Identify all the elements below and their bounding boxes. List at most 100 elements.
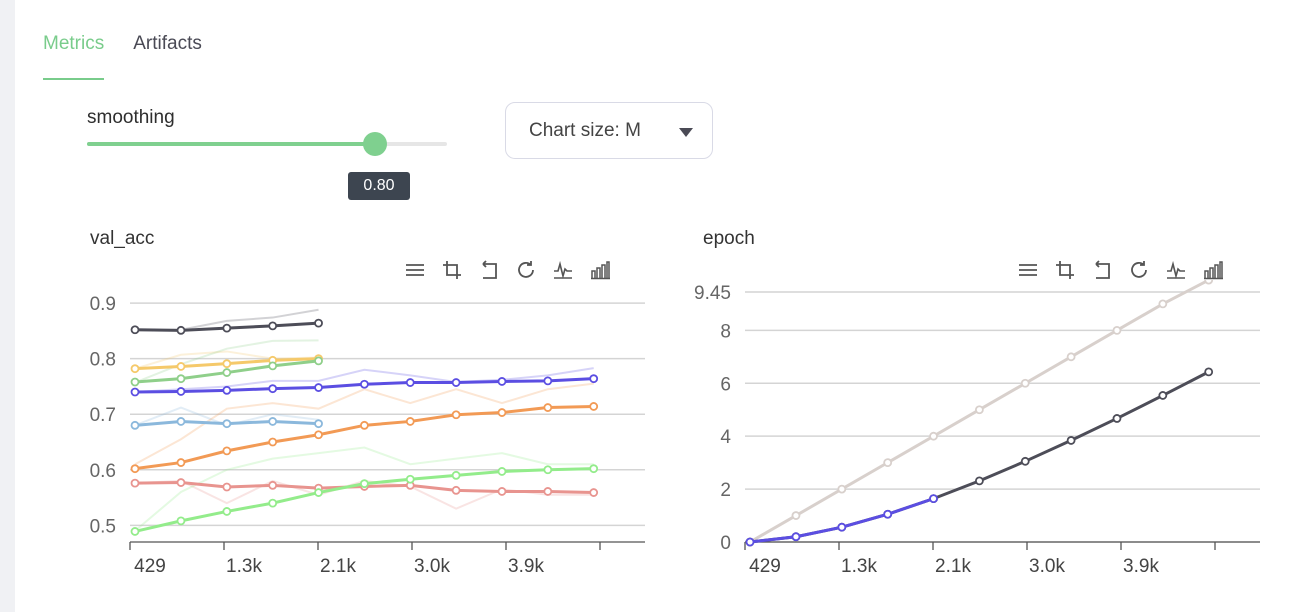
data-point[interactable] xyxy=(497,467,507,476)
refresh-icon[interactable] xyxy=(514,258,538,282)
data-point[interactable] xyxy=(130,377,140,387)
data-point[interactable] xyxy=(974,476,984,486)
data-point[interactable] xyxy=(314,488,323,497)
data-point[interactable] xyxy=(497,408,507,417)
undo-icon[interactable] xyxy=(1090,258,1114,282)
data-point[interactable] xyxy=(929,431,938,441)
data-point[interactable] xyxy=(929,494,938,504)
data-point[interactable] xyxy=(130,420,140,430)
data-point[interactable] xyxy=(1112,414,1122,423)
data-point[interactable] xyxy=(1066,436,1076,445)
data-point[interactable] xyxy=(314,430,323,440)
series-line[interactable] xyxy=(749,370,1210,544)
data-point[interactable] xyxy=(314,419,323,429)
data-point[interactable] xyxy=(176,417,186,426)
data-point[interactable] xyxy=(314,318,323,328)
data-point[interactable] xyxy=(130,464,140,474)
data-point[interactable] xyxy=(1066,352,1076,362)
series-line[interactable] xyxy=(134,467,594,533)
data-point[interactable] xyxy=(268,321,278,331)
data-point[interactable] xyxy=(268,384,278,394)
data-point[interactable] xyxy=(222,385,232,395)
undo-icon[interactable] xyxy=(477,258,501,282)
data-point[interactable] xyxy=(1020,456,1030,466)
refresh-icon[interactable] xyxy=(1127,258,1151,282)
data-point[interactable] xyxy=(359,479,369,489)
data-point[interactable] xyxy=(314,356,323,366)
data-point[interactable] xyxy=(497,377,507,386)
data-point[interactable] xyxy=(1158,299,1168,309)
bar-chart-icon[interactable] xyxy=(1201,258,1225,282)
data-point[interactable] xyxy=(359,420,369,430)
data-point[interactable] xyxy=(176,478,186,487)
chart-size-select[interactable]: Chart size: M xyxy=(505,102,713,159)
data-point[interactable] xyxy=(222,359,232,369)
data-point[interactable] xyxy=(176,374,186,384)
data-point[interactable] xyxy=(222,482,232,492)
data-point[interactable] xyxy=(176,387,186,396)
bar-chart-icon[interactable] xyxy=(588,258,612,282)
data-point[interactable] xyxy=(543,403,553,412)
data-point[interactable] xyxy=(222,507,232,516)
data-point[interactable] xyxy=(176,516,186,526)
data-point[interactable] xyxy=(405,378,415,387)
data-point[interactable] xyxy=(451,485,461,495)
data-point[interactable] xyxy=(268,498,278,508)
menu-icon[interactable] xyxy=(1016,258,1040,282)
data-point[interactable] xyxy=(1020,378,1030,388)
line-chart-icon[interactable] xyxy=(1164,258,1188,282)
data-point[interactable] xyxy=(405,474,415,484)
data-point[interactable] xyxy=(1204,280,1214,285)
crop-icon[interactable] xyxy=(440,258,464,282)
data-point[interactable] xyxy=(222,419,232,429)
data-point[interactable] xyxy=(130,364,140,374)
series-line[interactable] xyxy=(749,497,935,544)
slider-thumb[interactable] xyxy=(363,132,387,156)
data-point[interactable] xyxy=(130,478,140,488)
data-point[interactable] xyxy=(497,487,507,496)
data-point[interactable] xyxy=(176,325,186,335)
data-point[interactable] xyxy=(974,405,984,415)
data-point[interactable] xyxy=(883,509,893,519)
data-point[interactable] xyxy=(837,484,847,494)
data-point[interactable] xyxy=(130,527,140,536)
data-point[interactable] xyxy=(451,410,461,420)
data-point[interactable] xyxy=(589,464,599,474)
data-point[interactable] xyxy=(1204,367,1214,377)
data-point[interactable] xyxy=(268,361,278,371)
data-point[interactable] xyxy=(176,362,186,371)
data-point[interactable] xyxy=(791,511,801,520)
data-point[interactable] xyxy=(883,458,893,468)
data-point[interactable] xyxy=(451,470,461,480)
data-point[interactable] xyxy=(405,417,415,426)
data-point[interactable] xyxy=(176,458,186,467)
data-point[interactable] xyxy=(268,480,278,490)
data-point[interactable] xyxy=(589,402,599,411)
data-point[interactable] xyxy=(451,378,461,387)
data-point[interactable] xyxy=(314,383,323,392)
tab-metrics[interactable]: Metrics xyxy=(43,30,105,80)
data-point[interactable] xyxy=(589,488,599,497)
smoothing-slider[interactable] xyxy=(87,132,447,156)
data-point[interactable] xyxy=(222,368,232,377)
data-point[interactable] xyxy=(543,465,553,475)
data-point[interactable] xyxy=(268,417,278,426)
data-point[interactable] xyxy=(589,374,599,384)
tab-artifacts[interactable]: Artifacts xyxy=(133,33,202,54)
data-point[interactable] xyxy=(268,437,278,447)
data-point[interactable] xyxy=(543,487,553,496)
data-point[interactable] xyxy=(222,446,232,456)
data-point[interactable] xyxy=(543,376,553,386)
menu-icon[interactable] xyxy=(403,258,427,282)
data-point[interactable] xyxy=(837,522,847,532)
crop-icon[interactable] xyxy=(1053,258,1077,282)
data-point[interactable] xyxy=(791,532,801,542)
data-point[interactable] xyxy=(1112,325,1122,335)
line-chart-icon[interactable] xyxy=(551,258,575,282)
data-point[interactable] xyxy=(745,537,755,547)
data-point[interactable] xyxy=(359,379,369,389)
data-point[interactable] xyxy=(130,387,140,397)
data-point[interactable] xyxy=(1158,391,1168,400)
data-point[interactable] xyxy=(222,323,232,333)
data-point[interactable] xyxy=(130,325,140,335)
